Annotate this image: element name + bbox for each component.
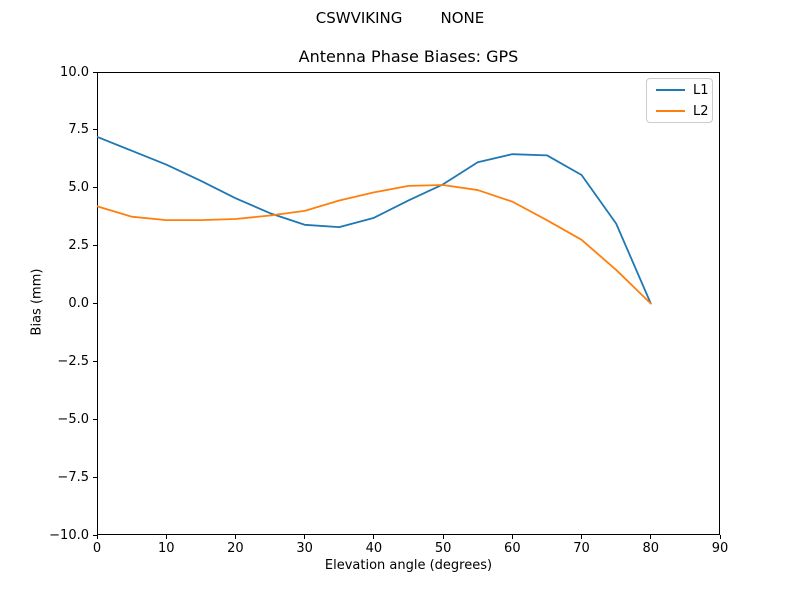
x-tick	[511, 535, 513, 539]
x-tick-label: 20	[227, 541, 244, 556]
y-tick-label: −2.5	[57, 353, 89, 369]
y-tick	[93, 303, 97, 304]
y-tick-label: −10.0	[49, 527, 89, 543]
y-tick-label: −5.0	[57, 411, 89, 427]
legend-line-swatch-l2	[656, 110, 685, 112]
y-tick-label: 2.5	[68, 238, 89, 254]
y-tick	[93, 129, 97, 131]
x-tick-label: 0	[92, 541, 102, 556]
x-tick	[96, 535, 98, 539]
x-axis-label: Elevation angle (degrees)	[324, 558, 493, 573]
y-tick-label: 0.0	[68, 296, 89, 311]
x-tick-label: 50	[434, 541, 452, 556]
y-axis-label: Bias (mm)	[29, 268, 45, 336]
x-tick	[234, 535, 236, 539]
y-tick-label: 5.0	[68, 180, 89, 196]
legend: L1 L2	[646, 78, 713, 123]
legend-item-l2: L2	[656, 105, 712, 118]
x-tick	[165, 535, 167, 539]
x-tick-label: 70	[573, 541, 590, 556]
x-tick-label: 40	[365, 541, 383, 556]
y-tick	[93, 418, 97, 420]
y-tick	[93, 245, 97, 247]
y-tick-label: −7.5	[57, 469, 89, 485]
x-tick-label: 60	[504, 541, 521, 556]
y-tick-label: 10.0	[60, 64, 89, 80]
x-tick	[304, 535, 306, 539]
chart-title: Antenna Phase Biases: GPS	[298, 47, 519, 66]
plot-area	[97, 72, 720, 535]
x-tick	[442, 535, 444, 539]
legend-label-l2: L2	[693, 103, 709, 119]
y-tick	[93, 360, 97, 362]
series-line-l1	[97, 135, 652, 305]
legend-line-swatch-l1	[656, 89, 685, 91]
x-tick	[650, 535, 652, 539]
axes-spines	[97, 72, 720, 535]
y-tick	[93, 71, 97, 73]
figure-suptitle: CSWVIKING NONE	[315, 9, 485, 27]
x-tick-label: 30	[296, 541, 313, 556]
y-tick	[93, 187, 97, 189]
legend-item-l1: L1	[656, 84, 712, 97]
y-tick	[93, 534, 97, 536]
x-tick-label: 90	[711, 541, 729, 556]
legend-label-l1: L1	[693, 82, 709, 98]
x-tick	[373, 535, 375, 539]
x-tick-label: 80	[642, 541, 660, 556]
x-tick-label: 10	[157, 541, 175, 556]
series-line-l2	[97, 184, 652, 305]
y-tick-label: 7.5	[68, 122, 89, 138]
x-tick	[581, 535, 583, 539]
y-tick	[93, 476, 97, 478]
x-tick	[719, 535, 721, 539]
